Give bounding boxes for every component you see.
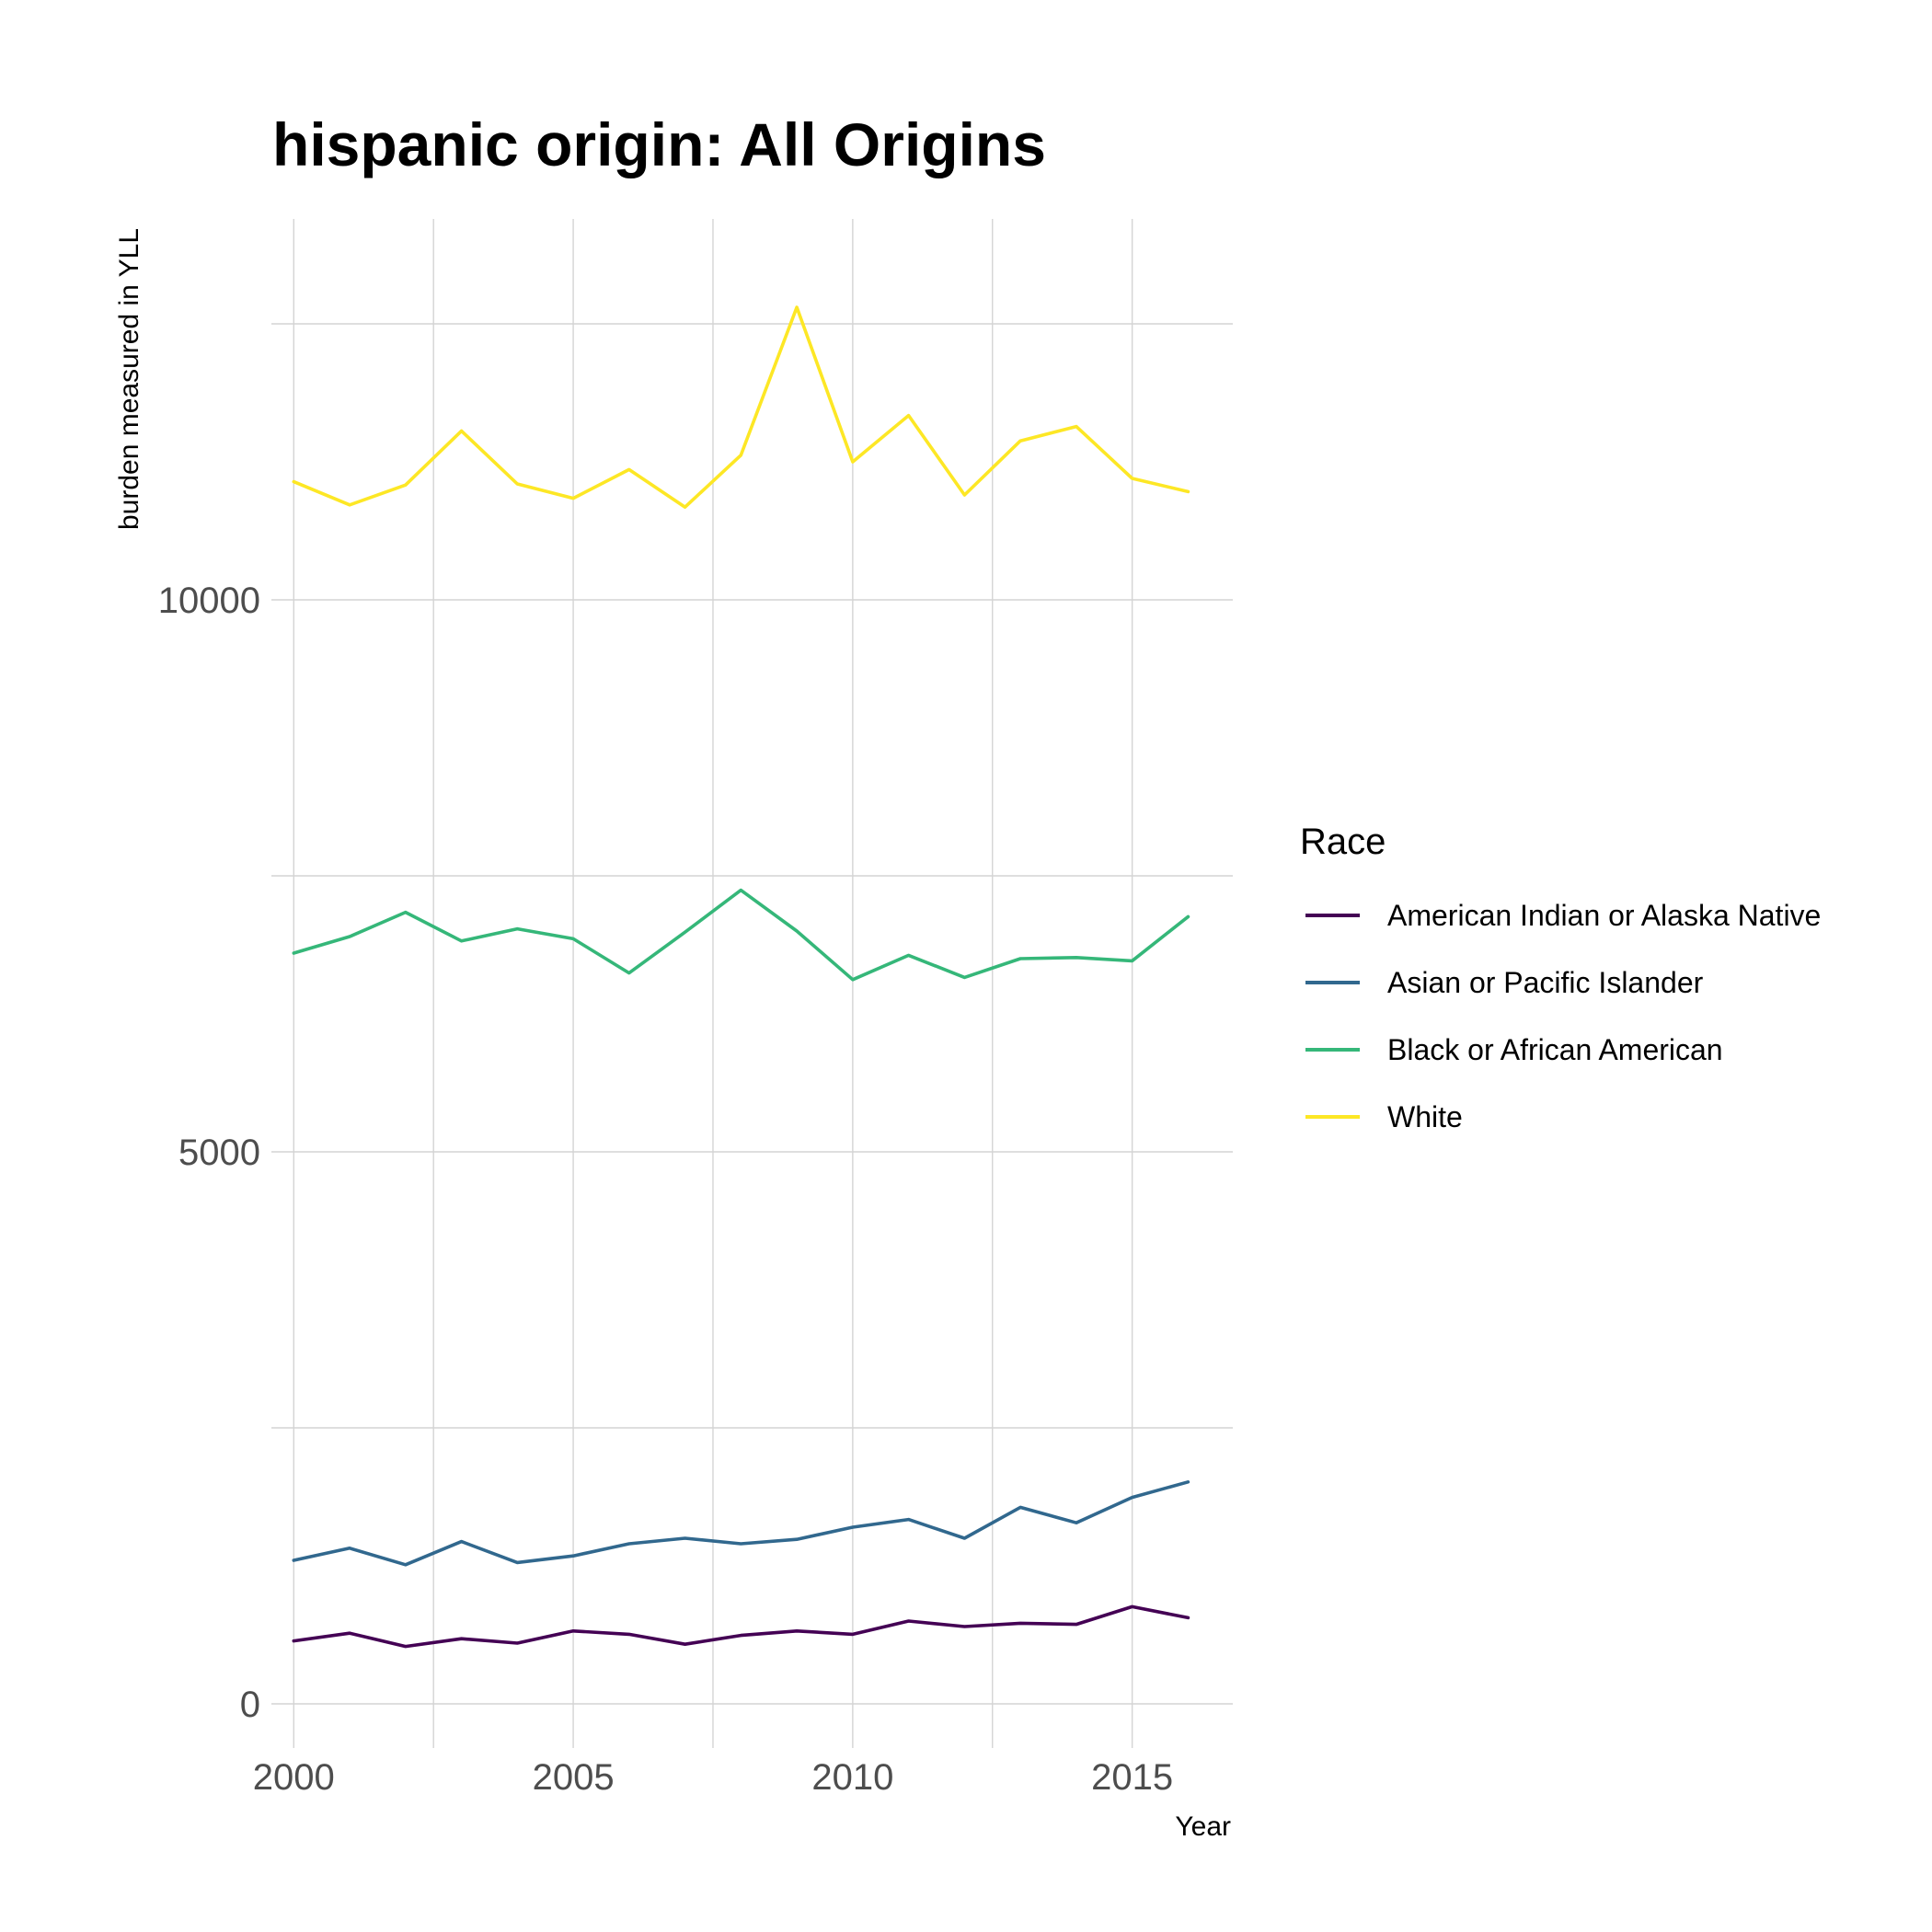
legend-title: Race — [1300, 822, 1386, 862]
x-tick-label: 2005 — [533, 1757, 615, 1798]
plot-lines — [292, 305, 1190, 1649]
legend-label: Asian or Pacific Islander — [1387, 966, 1704, 999]
y-axis-label: burden measured in YLL — [114, 228, 144, 530]
series-line-american-indian-or-alaska-native — [292, 1604, 1190, 1649]
y-axis-ticks: 0 5000 10000 — [158, 581, 260, 1725]
legend: Race American Indian or Alaska Native Asi… — [1300, 822, 1821, 1133]
x-axis-ticks: 2000 2005 2010 2015 — [253, 1757, 1173, 1798]
y-tick-label: 5000 — [178, 1133, 260, 1173]
x-tick-label: 2015 — [1091, 1757, 1173, 1798]
x-tick-label: 2000 — [253, 1757, 335, 1798]
legend-label: White — [1387, 1100, 1463, 1133]
chart-title: hispanic origin: All Origins — [272, 110, 1046, 178]
series-line-asian-or-pacific-islander — [292, 1480, 1190, 1567]
grid — [271, 219, 1233, 1748]
x-axis-label: Year — [1175, 1811, 1231, 1842]
series-line-white — [292, 305, 1190, 510]
legend-label: Black or African American — [1387, 1033, 1723, 1066]
y-tick-label: 10000 — [158, 581, 260, 621]
legend-label: American Indian or Alaska Native — [1387, 899, 1821, 932]
y-tick-label: 0 — [240, 1685, 260, 1725]
x-tick-label: 2010 — [811, 1757, 893, 1798]
series-line-black-or-african-american — [292, 888, 1190, 982]
